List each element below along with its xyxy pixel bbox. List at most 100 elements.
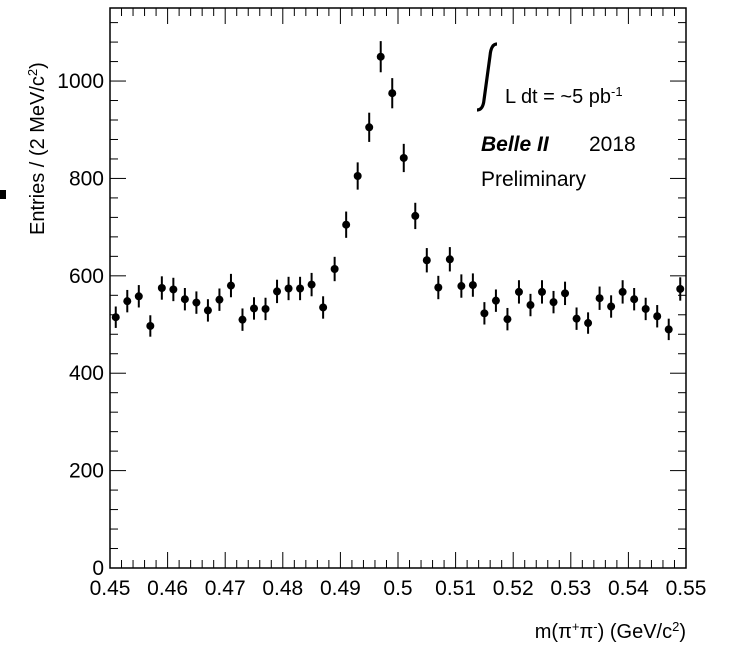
- x-tick-label: 0.54: [608, 577, 649, 600]
- data-point: [365, 112, 374, 142]
- y-tick-label: 800: [69, 167, 104, 190]
- point-marker: [215, 295, 224, 304]
- x-axis-ticks: [109, 8, 687, 568]
- status-label: Preliminary: [481, 168, 587, 191]
- data-point: [411, 202, 420, 230]
- point-marker: [630, 295, 639, 304]
- point-marker: [399, 153, 408, 162]
- data-point: [215, 288, 224, 311]
- point-marker: [307, 280, 316, 289]
- data-point: [503, 307, 512, 331]
- data-point: [641, 297, 650, 321]
- point-marker: [238, 315, 247, 324]
- data-point: [468, 273, 477, 297]
- data-point: [538, 280, 546, 304]
- point-marker: [549, 298, 558, 307]
- point-marker: [169, 285, 178, 294]
- integral-sign: [476, 42, 498, 112]
- point-marker: [618, 287, 627, 296]
- data-point: [491, 289, 500, 312]
- luminosity-text: L dt = ~5 pb-1: [505, 84, 623, 109]
- y-tick-labels: 0 200 400 600 800 1000: [57, 70, 104, 580]
- point-marker: [445, 255, 454, 264]
- data-point: [192, 291, 201, 314]
- point-marker: [111, 313, 120, 322]
- point-marker: [538, 287, 546, 296]
- x-tick-label: 0.46: [147, 577, 188, 600]
- data-point: [514, 280, 523, 304]
- point-marker: [353, 172, 362, 180]
- point-marker: [319, 303, 328, 312]
- data-point: [250, 297, 258, 320]
- point-marker: [526, 301, 535, 310]
- data-points: [111, 41, 685, 341]
- data-point: [180, 288, 189, 311]
- data-point: [399, 143, 408, 173]
- data-point: [480, 302, 489, 325]
- x-tick-label: 0.48: [262, 577, 303, 600]
- point-marker: [342, 220, 351, 229]
- point-marker: [457, 282, 466, 291]
- y-tick-label: 400: [69, 362, 104, 385]
- x-tick-labels: 0.45 0.46 0.47 0.48 0.49 0.5 0.51 0.52 0.53 0.54 0…: [90, 577, 707, 600]
- experiment-label: Belle II: [481, 133, 550, 156]
- year-label: 2018: [589, 133, 636, 156]
- data-point: [111, 306, 120, 328]
- data-point: [618, 280, 627, 304]
- point-marker: [134, 292, 143, 301]
- data-point: [664, 318, 673, 341]
- data-point: [445, 247, 454, 272]
- x-tick-label: 0.55: [666, 577, 707, 600]
- data-point: [157, 276, 166, 300]
- data-point: [261, 297, 270, 321]
- data-point: [607, 295, 616, 318]
- data-point: [584, 312, 593, 334]
- data-point: [572, 307, 581, 330]
- data-point: [203, 299, 212, 322]
- y-tick-label: 600: [69, 265, 104, 288]
- point-marker: [411, 211, 420, 220]
- x-tick-label: 0.47: [205, 577, 246, 600]
- y-tick-label: 1000: [57, 70, 104, 93]
- data-point: [134, 285, 143, 308]
- x-tick-label: 0.51: [435, 577, 476, 600]
- point-marker: [203, 306, 212, 315]
- point-marker: [491, 296, 500, 305]
- point-marker: [434, 283, 443, 292]
- point-marker: [296, 284, 305, 293]
- x-tick-label: 0.52: [493, 577, 534, 600]
- point-marker: [146, 321, 155, 330]
- data-point: [296, 276, 305, 301]
- point-marker: [572, 314, 581, 323]
- data-point: [630, 288, 639, 311]
- data-point: [526, 293, 535, 317]
- point-marker: [503, 315, 512, 324]
- edge-mark: [0, 190, 6, 199]
- data-point: [226, 273, 235, 298]
- data-point: [307, 272, 316, 297]
- data-point: [123, 289, 132, 313]
- point-marker: [676, 284, 685, 293]
- data-point: [342, 211, 351, 238]
- x-tick-label: 0.53: [550, 577, 591, 600]
- point-marker: [376, 52, 385, 61]
- data-point: [549, 290, 558, 314]
- point-marker: [273, 287, 282, 296]
- point-marker: [250, 304, 258, 313]
- data-point: [330, 256, 339, 282]
- data-point: [146, 315, 155, 337]
- point-marker: [514, 287, 523, 296]
- point-marker: [192, 298, 201, 307]
- point-marker: [653, 312, 662, 321]
- point-marker: [365, 123, 374, 132]
- point-marker: [180, 295, 189, 304]
- point-marker: [284, 284, 293, 293]
- annotation-block: L dt = ~5 pb-1 Belle II 2018 Preliminary: [476, 42, 636, 191]
- x-tick-label: 0.49: [320, 577, 361, 600]
- point-marker: [157, 284, 166, 292]
- point-marker: [607, 302, 616, 311]
- data-point: [273, 279, 282, 304]
- point-marker: [561, 289, 570, 298]
- data-point: [319, 296, 328, 319]
